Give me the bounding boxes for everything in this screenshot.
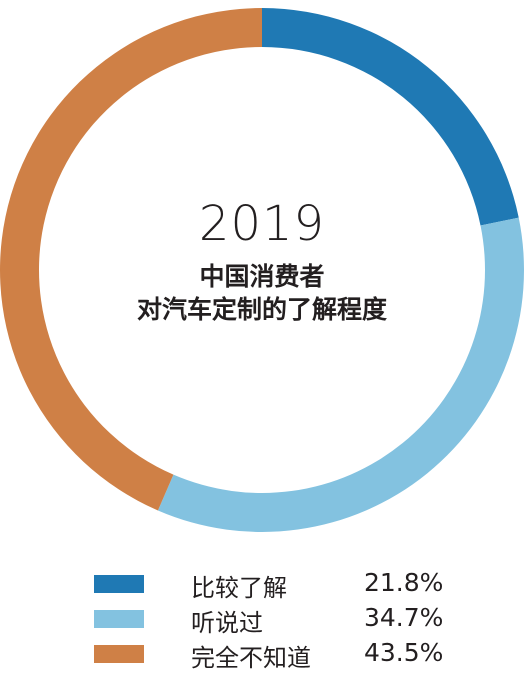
donut-svg: [0, 8, 524, 533]
legend-label: 完全不知道: [191, 644, 311, 672]
donut-slice-1: [262, 8, 519, 226]
donut-slice-3: [0, 8, 262, 511]
legend-value: 21.8%: [364, 568, 444, 597]
chart-title-line-1: 中国消费者: [199, 262, 325, 291]
chart-year: 2019: [198, 196, 326, 252]
legend-value: 34.7%: [364, 603, 444, 632]
legend-swatch: [94, 610, 144, 628]
legend-swatch: [94, 575, 144, 593]
legend-value: 43.5%: [364, 638, 444, 667]
donut-slice-2: [157, 217, 524, 533]
legend-item-slice-3: 完全不知道 43.5%: [0, 636, 524, 672]
donut-chart: 2019 中国消费者 对汽车定制的了解程度: [0, 8, 524, 533]
legend-item-slice-2: 听说过 34.7%: [0, 601, 524, 637]
legend-swatch: [94, 645, 144, 663]
legend-item-slice-1: 比较了解 21.8%: [0, 566, 524, 602]
chart-title-line-2: 对汽车定制的了解程度: [136, 295, 387, 324]
legend-label: 听说过: [191, 609, 263, 637]
legend-label: 比较了解: [191, 574, 287, 602]
